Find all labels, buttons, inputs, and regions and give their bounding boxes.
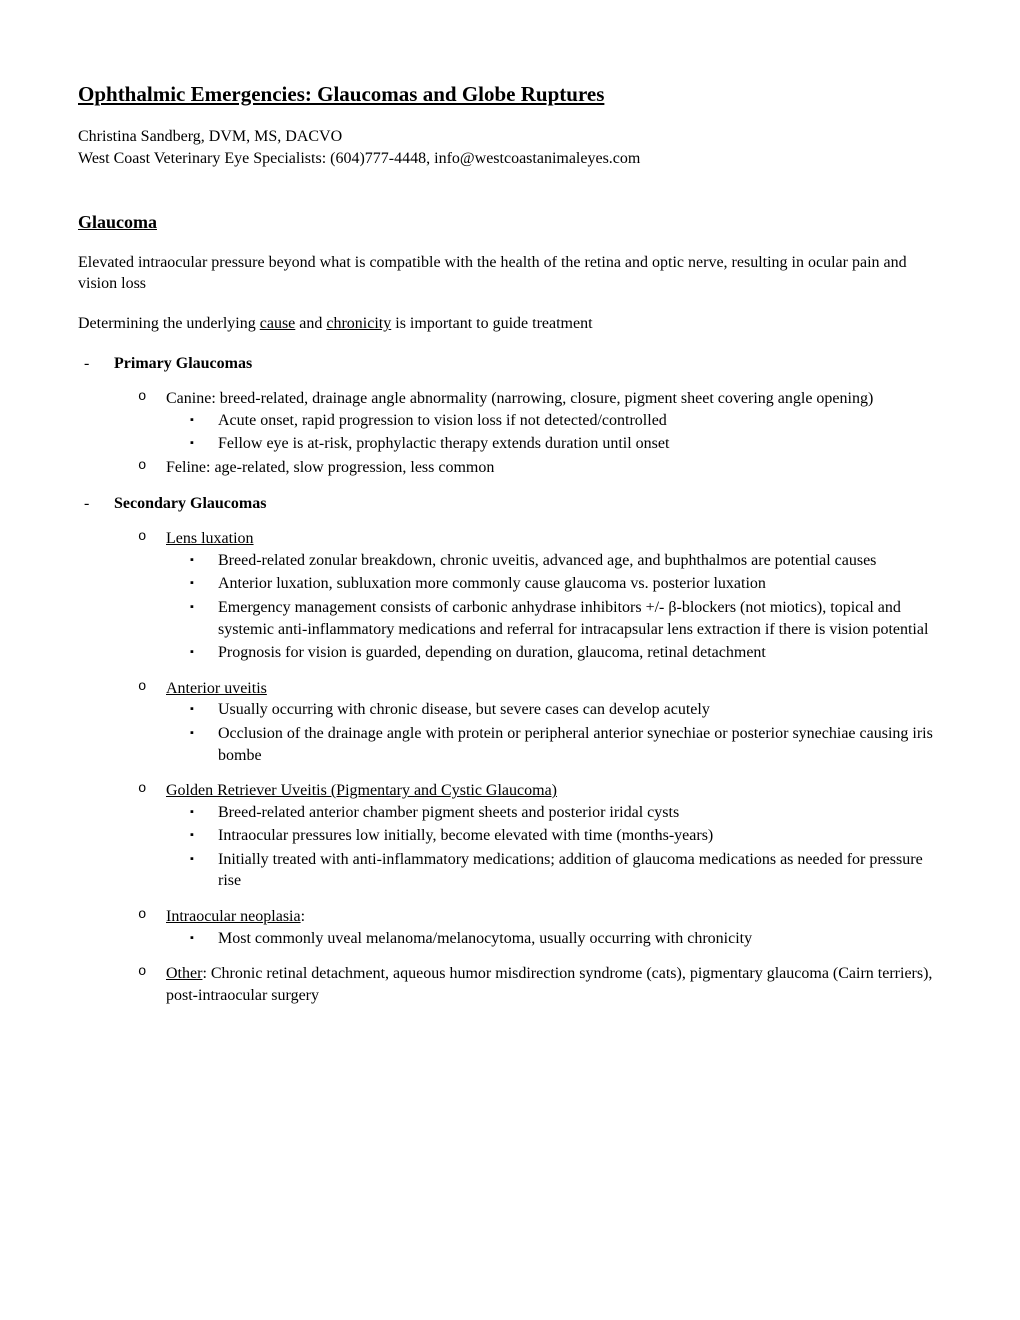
- list-item: Occlusion of the drainage angle with pro…: [166, 723, 942, 766]
- primary-sublist: Canine: breed-related, drainage angle ab…: [114, 388, 942, 478]
- lens-luxation: Lens luxation Breed-related zonular brea…: [114, 528, 942, 664]
- primary-glaucomas-item: Primary Glaucomas Canine: breed-related,…: [78, 353, 942, 479]
- primary-canine-sublist: Acute onset, rapid progression to vision…: [166, 410, 942, 455]
- list-item: Anterior luxation, subluxation more comm…: [166, 573, 942, 595]
- primary-feline: Feline: age-related, slow progression, l…: [114, 457, 942, 479]
- intraocular-neoplasia: Intraocular neoplasia: Most commonly uve…: [114, 906, 942, 949]
- uveitis-sublist: Usually occurring with chronic disease, …: [166, 699, 942, 766]
- list-item: Usually occurring with chronic disease, …: [166, 699, 942, 721]
- section-heading-glaucoma: Glaucoma: [78, 210, 942, 234]
- secondary-heading: Secondary Glaucomas: [114, 493, 942, 515]
- list-item: Intraocular pressures low initially, bec…: [166, 825, 942, 847]
- list-item: Fellow eye is at-risk, prophylactic ther…: [166, 433, 942, 455]
- page-title: Ophthalmic Emergencies: Glaucomas and Gl…: [78, 80, 942, 108]
- author-org: West Coast Veterinary Eye Specialists: (…: [78, 148, 942, 170]
- intro-para-2: Determining the underlying cause and chr…: [78, 313, 942, 335]
- intro-para-1: Elevated intraocular pressure beyond wha…: [78, 252, 942, 295]
- neoplasia-sublist: Most commonly uveal melanoma/melanocytom…: [166, 928, 942, 950]
- secondary-glaucomas-item: Secondary Glaucomas Lens luxation Breed-…: [78, 493, 942, 1007]
- list-item: Initially treated with anti-inflammatory…: [166, 849, 942, 892]
- list-item: Breed-related zonular breakdown, chronic…: [166, 550, 942, 572]
- author-name: Christina Sandberg, DVM, MS, DACVO: [78, 126, 942, 148]
- author-block: Christina Sandberg, DVM, MS, DACVO West …: [78, 126, 942, 169]
- primary-heading: Primary Glaucomas: [114, 353, 942, 375]
- golden-sublist: Breed-related anterior chamber pigment s…: [166, 802, 942, 892]
- lens-sublist: Breed-related zonular breakdown, chronic…: [166, 550, 942, 664]
- list-item: Emergency management consists of carboni…: [166, 597, 942, 640]
- list-item: Breed-related anterior chamber pigment s…: [166, 802, 942, 824]
- list-item: Prognosis for vision is guarded, dependi…: [166, 642, 942, 664]
- golden-retriever-uveitis: Golden Retriever Uveitis (Pigmentary and…: [114, 780, 942, 892]
- secondary-sublist: Lens luxation Breed-related zonular brea…: [114, 528, 942, 1006]
- list-item: Most commonly uveal melanoma/melanocytom…: [166, 928, 942, 950]
- primary-canine: Canine: breed-related, drainage angle ab…: [114, 388, 942, 455]
- list-item: Acute onset, rapid progression to vision…: [166, 410, 942, 432]
- top-list: Primary Glaucomas Canine: breed-related,…: [78, 353, 942, 1007]
- other: Other: Chronic retinal detachment, aqueo…: [114, 963, 942, 1006]
- anterior-uveitis: Anterior uveitis Usually occurring with …: [114, 678, 942, 766]
